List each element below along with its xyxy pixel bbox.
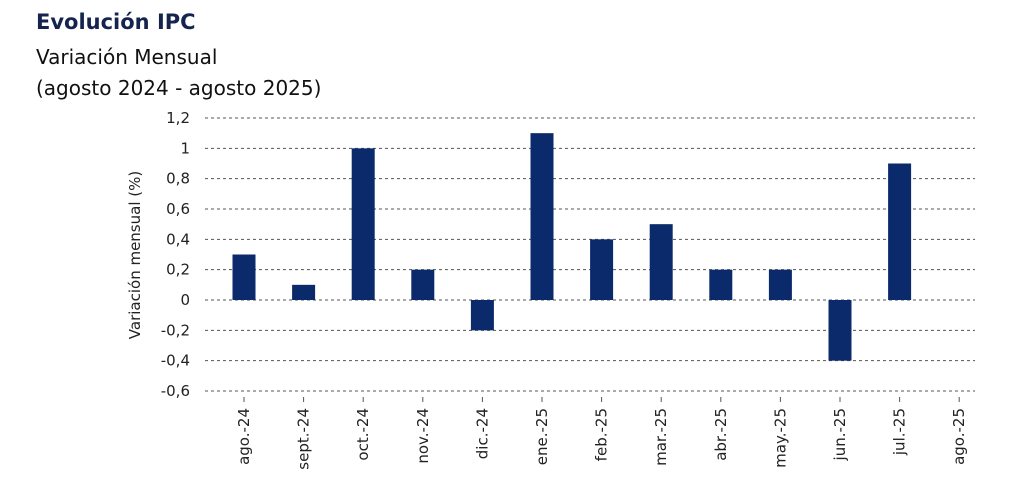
x-tick-label: ene.-25 (533, 408, 551, 465)
bar-oct.-24 (351, 148, 375, 300)
y-tick-label: 0,6 (166, 200, 190, 218)
y-tick-label: -0,4 (161, 352, 190, 370)
bars (232, 133, 912, 361)
chart-subtitle: Variación Mensual (36, 45, 218, 69)
x-tick-label: jun.-25 (831, 408, 849, 461)
bar-dic.-24 (470, 300, 494, 331)
bar-jul.-25 (888, 163, 912, 300)
y-tick-label: 0,4 (166, 230, 190, 248)
y-tick-label: 1,2 (166, 109, 190, 127)
bar-nov.-24 (411, 269, 435, 300)
x-tick-label: jul.-25 (891, 408, 909, 456)
x-tick-label: may.-25 (771, 408, 789, 468)
bar-ago.-24 (232, 254, 256, 300)
x-tick-label: abr.-25 (712, 408, 730, 461)
x-tick-label: ago.-25 (950, 408, 968, 465)
x-tick-label: feb.-25 (593, 408, 611, 461)
y-axis-ticks: 1,2 1 0,8 0,6 0,4 0,2 0 -0,2 -0,4 -0,6 (161, 109, 190, 400)
bar-abr.-25 (709, 269, 733, 300)
y-tick-label: 0,8 (166, 170, 190, 188)
x-tick-label: nov.-24 (414, 408, 432, 464)
y-axis-label: Variación mensual (%) (126, 171, 144, 339)
x-tick-label: sept.-24 (295, 408, 313, 470)
bar-ene.-25 (530, 133, 554, 300)
y-tick-label: 1 (180, 139, 190, 157)
x-tick-label: dic.-24 (473, 408, 491, 459)
y-tick-label: 0 (180, 291, 190, 309)
bar-may.-25 (768, 269, 792, 300)
chart-period: (agosto 2024 - agosto 2025) (36, 76, 322, 100)
y-tick-label: -0,6 (161, 382, 190, 400)
bar-mar.-25 (649, 224, 673, 300)
bar-feb.-25 (590, 239, 614, 300)
bar-sept.-24 (292, 284, 316, 300)
y-tick-label: -0,2 (161, 321, 190, 339)
x-tick-label: ago.-24 (235, 408, 253, 465)
gridlines (205, 117, 975, 392)
x-tick-label: mar.-25 (652, 408, 670, 466)
x-axis-ticks: ago.-24 sept.-24 oct.-24 nov.-24 dic.-24 ene.… (235, 397, 968, 470)
x-tick-label: oct.-24 (354, 408, 372, 461)
chart-title: Evolución IPC (36, 10, 196, 34)
bar-jun.-25 (828, 300, 852, 361)
y-tick-label: 0,2 (166, 261, 190, 279)
